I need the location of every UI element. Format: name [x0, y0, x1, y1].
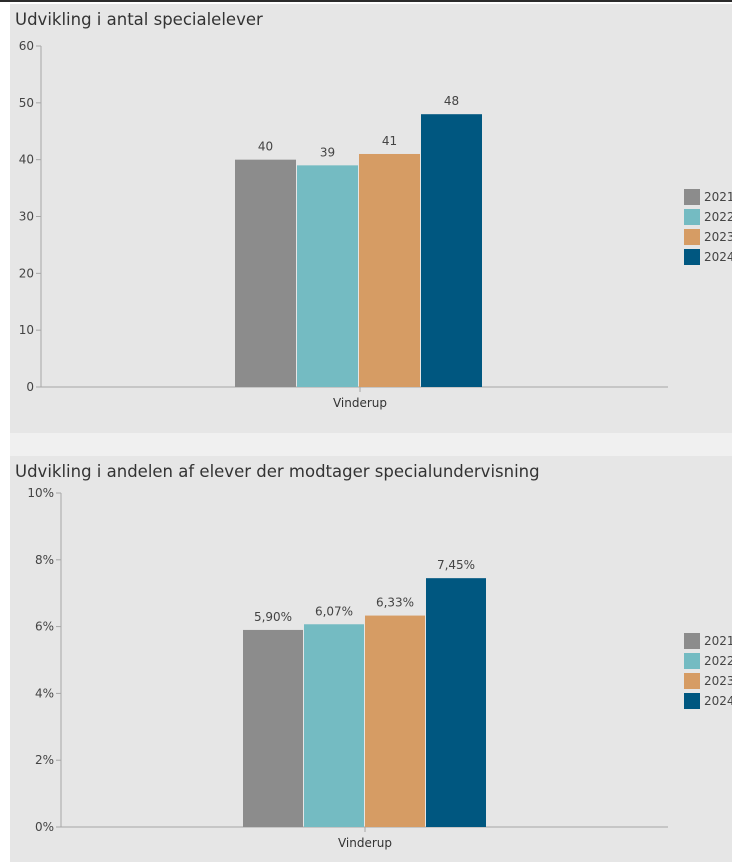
legend-label: 2021 [704, 190, 732, 204]
bar-2022 [304, 624, 364, 827]
legend-label: 2022 [704, 654, 732, 668]
legend-item-2021[interactable]: 2021 [684, 189, 732, 205]
legend-label: 2021 [704, 634, 732, 648]
y-tick-label: 4% [35, 686, 54, 700]
y-tick-label: 0% [35, 820, 54, 834]
data-label-2021: 40 [258, 140, 273, 154]
data-label-2024: 48 [444, 94, 459, 108]
legend-swatch [684, 189, 700, 205]
y-tick-label: 50 [19, 96, 34, 110]
y-tick-label: 0 [26, 380, 34, 394]
legend-item-2021[interactable]: 2021 [684, 633, 732, 649]
y-tick-label: 40 [19, 153, 34, 167]
y-tick-label: 10% [27, 486, 54, 500]
legend-item-2023[interactable]: 2023 [684, 229, 732, 245]
top-border [0, 0, 732, 2]
bar-2024 [421, 114, 482, 387]
chart-panel-special-education-share: Udvikling i andelen af elever der modtag… [10, 456, 732, 862]
data-label-2023: 6,33% [376, 596, 414, 610]
bar-chart-special-education-share: 0% 2% 4% 6% 8% 10% Vinderup 5,90% 6,07% 6,33% 7,45… [27, 486, 668, 850]
x-tick-label: Vinderup [338, 836, 392, 850]
legend-swatch [684, 249, 700, 265]
y-tick-label: 60 [19, 39, 34, 53]
bar-2023 [359, 153, 420, 387]
legend-item-2022[interactable]: 2022 [684, 653, 732, 669]
data-label-2024: 7,45% [437, 558, 475, 572]
legend-label: 2024 [704, 694, 732, 708]
legend-swatch [684, 229, 700, 245]
legend-label: 2022 [704, 210, 732, 224]
legend-label: 2023 [704, 230, 732, 244]
legend-label: 2023 [704, 674, 732, 688]
legend-item-2023[interactable]: 2023 [684, 673, 732, 689]
legend-swatch [684, 633, 700, 649]
legend-swatch [684, 693, 700, 709]
data-label-2023: 41 [382, 134, 397, 148]
bar-2022 [297, 165, 358, 387]
legend-swatch [684, 209, 700, 225]
bar-2021 [235, 159, 296, 387]
y-tick-label: 20 [19, 266, 34, 280]
legend-item-2022[interactable]: 2022 [684, 209, 732, 225]
y-tick-label: 30 [19, 210, 34, 224]
panel-separator [10, 433, 732, 456]
chart-panel-special-students-count: Udvikling i antal specialelever 0 10 20 30 4… [10, 4, 732, 433]
data-label-2022: 6,07% [315, 604, 353, 618]
bar-chart-special-students-count: 0 10 20 30 40 50 60 Vinderup 40 39 41 48 [19, 39, 668, 410]
chart-title: Udvikling i antal specialelever [15, 10, 263, 29]
data-label-2021: 5,90% [254, 610, 292, 624]
legend-item-2024[interactable]: 2024 [684, 693, 732, 709]
y-tick-label: 8% [35, 553, 54, 567]
legend-swatch [684, 673, 700, 689]
y-tick-label: 10 [19, 323, 34, 337]
y-tick-label: 2% [35, 753, 54, 767]
y-tick-label: 6% [35, 620, 54, 634]
legend-item-2024[interactable]: 2024 [684, 249, 732, 265]
bar-2024 [426, 578, 486, 827]
bar-2021 [243, 629, 303, 827]
chart-title: Udvikling i andelen af elever der modtag… [15, 462, 540, 481]
bar-2023 [365, 615, 425, 827]
legend-swatch [684, 653, 700, 669]
data-label-2022: 39 [320, 145, 335, 159]
x-tick-label: Vinderup [333, 396, 387, 410]
legend-label: 2024 [704, 250, 732, 264]
